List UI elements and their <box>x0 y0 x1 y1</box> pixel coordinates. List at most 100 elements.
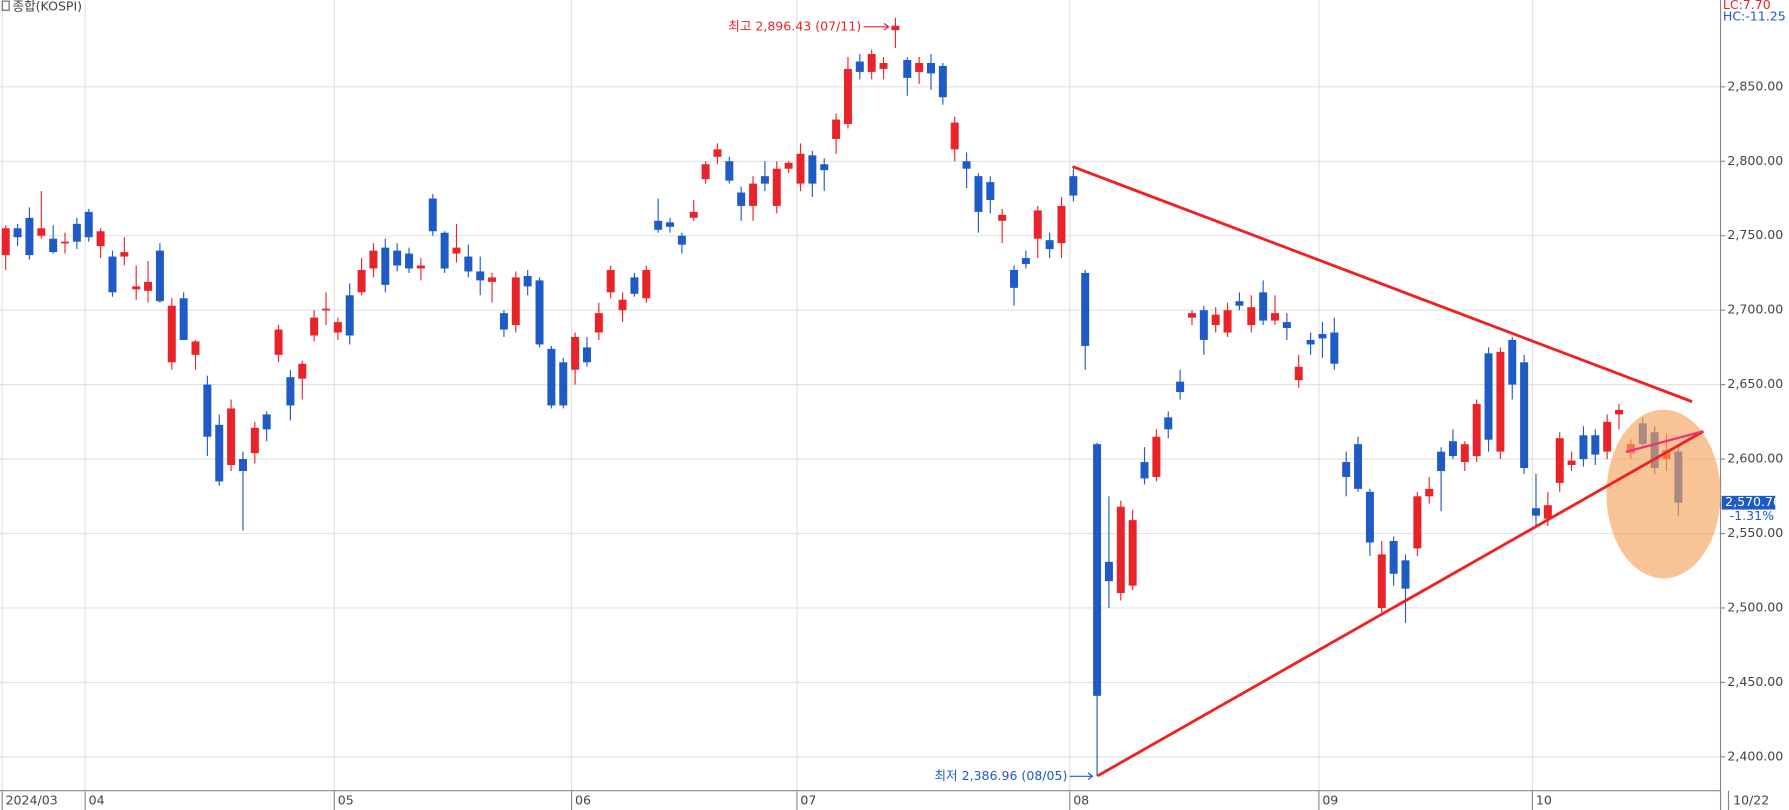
y-tick-label: 2,500.00 <box>1727 599 1783 614</box>
candle-body <box>523 275 532 287</box>
candle-body <box>1615 409 1624 415</box>
candle-body <box>1472 403 1481 457</box>
candle-body <box>582 347 591 363</box>
chart-title: 종합(KOSPI) <box>13 0 83 13</box>
candle-body <box>1579 435 1588 460</box>
candle-body <box>950 122 959 150</box>
y-tick-label: 2,450.00 <box>1727 674 1783 689</box>
candle-body <box>1294 366 1303 381</box>
x-tick-label: 08 <box>1073 792 1089 807</box>
candle-body <box>1 228 10 256</box>
last-price-box <box>1721 495 1776 510</box>
high-annotation: 최고 2,896.43 (07/11) <box>728 18 861 33</box>
candle-body <box>428 198 437 232</box>
title-icon <box>1 0 10 11</box>
candle-body <box>416 265 425 269</box>
labels: 2,400.00 2,450.00 2,500.00 2,550.00 2,600.00… <box>1 18 1783 810</box>
support-trendline-tail <box>1625 430 1704 453</box>
candle-body <box>903 60 912 78</box>
candle-body <box>606 269 615 293</box>
candle-body <box>476 271 485 281</box>
candle-body <box>405 253 414 269</box>
hc-label: HC:-11.25 <box>1723 9 1786 24</box>
candle-body <box>84 211 93 238</box>
candle-body <box>820 164 829 171</box>
candle-body <box>1069 176 1078 196</box>
candle-body <box>986 182 995 200</box>
candle-body <box>594 313 603 333</box>
candle-body <box>1010 269 1019 288</box>
candle-body <box>108 256 117 293</box>
candle-body <box>938 65 947 98</box>
candle-body <box>1081 272 1090 346</box>
candle-body <box>1021 258 1030 265</box>
low-arrow <box>1069 772 1094 781</box>
candle-body <box>96 231 105 247</box>
candle-body <box>1223 310 1232 333</box>
resistance-trendline <box>1071 165 1693 403</box>
candle-body <box>725 161 734 181</box>
x-end-label: 10/22 <box>1733 792 1769 807</box>
candle-body <box>37 228 46 236</box>
candle-body <box>974 176 983 212</box>
candle-body <box>1520 362 1529 469</box>
candle-body <box>1152 436 1161 477</box>
candle-body <box>677 235 686 245</box>
candle-body <box>1425 488 1434 497</box>
candle-body <box>1484 353 1493 440</box>
candle-body <box>1199 310 1208 340</box>
candle-body <box>1508 339 1517 385</box>
x-tick-label: 07 <box>800 792 816 807</box>
candle-body <box>559 362 568 406</box>
candle-body <box>808 155 817 184</box>
candle-body <box>1128 520 1137 586</box>
candle-body <box>1448 441 1457 457</box>
candle-body <box>1033 210 1042 239</box>
candle-body <box>488 277 497 282</box>
x-tick-label: 10 <box>1536 792 1552 807</box>
candle-body <box>1401 560 1410 589</box>
candle-body <box>962 161 971 169</box>
candle-body <box>1531 508 1540 516</box>
candle-body <box>891 25 900 31</box>
candles <box>1 17 1683 777</box>
candle-body <box>238 459 247 471</box>
candle-body <box>879 62 888 69</box>
candle-body <box>998 214 1007 221</box>
candle-body <box>772 168 781 206</box>
candle-body <box>120 252 129 257</box>
candle-body <box>25 217 34 256</box>
candle-body <box>867 54 876 72</box>
last-price-label: 2,570.70 <box>1725 494 1781 509</box>
candle-body <box>1093 444 1102 696</box>
candle-body <box>1140 462 1149 479</box>
candle-body <box>61 241 70 244</box>
candle-body <box>1318 333 1327 339</box>
y-tick-label: 2,750.00 <box>1727 227 1783 242</box>
candle-body <box>167 305 176 363</box>
x-tick-label: 05 <box>338 792 354 807</box>
candle-body <box>1330 332 1339 364</box>
candle-body <box>1045 240 1054 250</box>
candle-body <box>832 119 841 139</box>
y-tick-label: 2,550.00 <box>1727 525 1783 540</box>
candle-body <box>1187 313 1196 318</box>
candle-body <box>1176 381 1185 393</box>
candle-body <box>843 68 852 125</box>
candle-body <box>274 329 283 355</box>
candle-body <box>571 336 580 370</box>
lc-label: LC:7.70 <box>1723 0 1771 12</box>
y-tick-label: 2,650.00 <box>1727 376 1783 391</box>
support-trendline <box>1096 430 1705 778</box>
candle-body <box>393 250 402 266</box>
candle-body <box>1271 313 1280 321</box>
candle-body <box>701 164 710 180</box>
candle-body <box>1365 491 1374 543</box>
candle-body <box>13 228 22 238</box>
candle-body <box>749 183 758 206</box>
candle-body <box>915 62 924 72</box>
candle-body <box>1496 351 1505 452</box>
candle-body <box>1116 506 1125 594</box>
candle-body <box>250 427 259 454</box>
x-tick-label: 04 <box>89 792 105 807</box>
